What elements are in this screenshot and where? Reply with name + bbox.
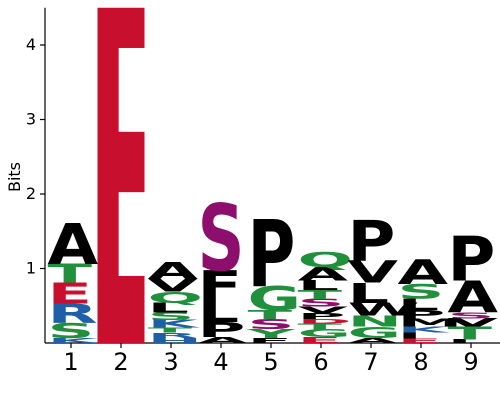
residue-letter: K [148, 318, 201, 330]
residue-letter: D [298, 318, 352, 325]
residue-letter: T [298, 288, 343, 302]
residue-letter: S [248, 317, 295, 333]
y-tick-label: 4 [26, 35, 36, 54]
residue-letter: S [398, 281, 445, 304]
residue-letter: A [198, 335, 249, 344]
residue-letter: L [148, 300, 190, 316]
x-axis: 1 2 3 4 5 6 7 8 9 [45, 342, 500, 376]
residue-letter: E [398, 337, 443, 344]
position-label: 6 [313, 348, 328, 376]
residue-letter: V [298, 305, 349, 316]
residue-letter: S [448, 311, 495, 320]
residue-letter: G [248, 280, 302, 318]
residue-letter: T [148, 326, 193, 334]
residue-letter: I [398, 331, 422, 340]
residue-letter: W [348, 300, 420, 320]
logo-column: E [97, 7, 145, 343]
residue-letter: Q [298, 248, 354, 272]
y-tick-label: 3 [26, 110, 36, 129]
residue-letter: F [198, 262, 243, 310]
residue-letter: V [348, 255, 399, 290]
residue-letter: R [148, 331, 198, 339]
residue-letter: K [398, 325, 451, 334]
position-label: 7 [363, 348, 378, 376]
residue-letter: M [398, 317, 463, 329]
residue-letter: A [148, 257, 199, 285]
residue-letter: P [398, 308, 446, 322]
residue-letter: G [298, 328, 352, 340]
y-axis: 1 2 3 4 [26, 7, 46, 343]
residue-letter: T [448, 324, 493, 344]
residue-letter: P [248, 201, 296, 308]
residue-letter: N [348, 313, 403, 331]
residue-letter: P [348, 209, 396, 275]
position-label: 4 [213, 348, 228, 376]
y-tick-label: 2 [26, 184, 36, 203]
residue-letter: T [298, 322, 343, 331]
position-label: 9 [463, 348, 478, 376]
residue-letter: L [198, 294, 240, 329]
residue-letter: Y [246, 327, 296, 341]
position-label: 2 [113, 348, 128, 376]
residue-letter: Q [148, 289, 204, 307]
position-label: 3 [163, 348, 178, 376]
residue-letter: L [298, 278, 340, 294]
residue-letter: A [298, 264, 349, 285]
residue-letter: S [148, 311, 195, 323]
residue-letter: T [48, 259, 93, 289]
residue-letter: S [48, 319, 95, 343]
residue-letter: A [448, 272, 499, 323]
residue-letter: A [398, 254, 449, 293]
residue-letter: G [348, 324, 402, 342]
y-tick-label: 1 [26, 259, 36, 278]
residue-letter: S [298, 297, 345, 309]
residue-letter: P [298, 312, 346, 321]
residue-letter: P [448, 223, 496, 295]
residue-letter: A [48, 212, 99, 278]
residue-letter: S [198, 185, 245, 292]
residue-letter: P [198, 318, 246, 342]
position-label: 8 [413, 348, 428, 376]
residue-letter: R [48, 298, 98, 329]
residue-letter: L [398, 295, 440, 314]
residue-letter: F [248, 336, 293, 344]
position-label: 1 [63, 348, 78, 376]
residue-letter: T [248, 308, 293, 322]
residue-letter: E [48, 277, 93, 310]
residue-letter: L [348, 277, 390, 309]
y-axis-title: Bits [5, 162, 24, 192]
residue-letter: K [48, 336, 101, 344]
position-label: 5 [263, 348, 278, 376]
residue-letter: V [448, 317, 500, 330]
residue-letter: V [148, 276, 199, 296]
residue-letter: A [348, 336, 399, 344]
residue-letter: H [148, 336, 203, 344]
residue-letter: I [448, 338, 472, 344]
residue-letter: E [97, 7, 145, 343]
residue-letter: E [298, 335, 343, 344]
logo-stacks: KSRETAEHRTKSLQVAAPLFSFYSTGPEGTDPVSTLAQAG… [48, 7, 500, 345]
